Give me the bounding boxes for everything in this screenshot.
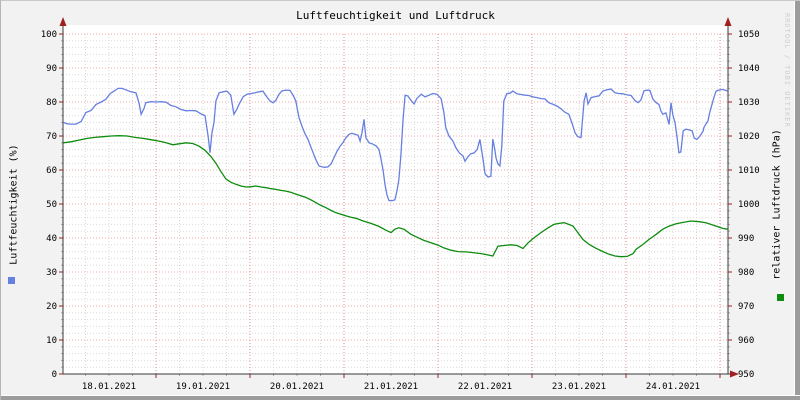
svg-text:23.01.2021: 23.01.2021 [552, 382, 606, 392]
svg-text:19.01.2021: 19.01.2021 [176, 382, 230, 392]
right-axis-label: relativer Luftdruck (hPa) [771, 129, 783, 280]
window-border-bottom [1, 395, 800, 400]
svg-text:1050: 1050 [738, 30, 760, 40]
humidity-legend-marker [8, 277, 15, 284]
svg-text:18.01.2021: 18.01.2021 [82, 382, 136, 392]
svg-text:10: 10 [46, 336, 57, 346]
svg-text:60: 60 [46, 166, 57, 176]
svg-text:40: 40 [46, 234, 57, 244]
svg-text:50: 50 [46, 200, 57, 210]
svg-text:21.01.2021: 21.01.2021 [364, 382, 418, 392]
svg-text:950: 950 [738, 370, 754, 380]
left-axis-label: Luftfeuchtigkeit (%) [8, 144, 20, 265]
svg-text:20: 20 [46, 302, 57, 312]
svg-text:30: 30 [46, 268, 57, 278]
svg-text:1010: 1010 [738, 166, 760, 176]
svg-text:0: 0 [52, 370, 57, 380]
svg-text:80: 80 [46, 98, 57, 108]
svg-text:24.01.2021: 24.01.2021 [646, 382, 700, 392]
svg-text:100: 100 [41, 30, 57, 40]
svg-text:20.01.2021: 20.01.2021 [270, 382, 324, 392]
svg-text:70: 70 [46, 132, 57, 142]
svg-text:1020: 1020 [738, 132, 760, 142]
svg-text:970: 970 [738, 302, 754, 312]
svg-text:1000: 1000 [738, 200, 760, 210]
window-border-right [794, 1, 800, 400]
svg-text:1040: 1040 [738, 64, 760, 74]
pressure-legend-marker [777, 294, 784, 301]
svg-text:1030: 1030 [738, 98, 760, 108]
svg-text:990: 990 [738, 234, 754, 244]
chart-title: Luftfeuchtigkeit und Luftdruck [296, 9, 495, 22]
rrdtool-watermark: RRDTOOL / TOBI OETIKER [783, 13, 791, 128]
svg-text:980: 980 [738, 268, 754, 278]
svg-text:22.01.2021: 22.01.2021 [458, 382, 512, 392]
svg-text:960: 960 [738, 336, 754, 346]
svg-text:90: 90 [46, 64, 57, 74]
